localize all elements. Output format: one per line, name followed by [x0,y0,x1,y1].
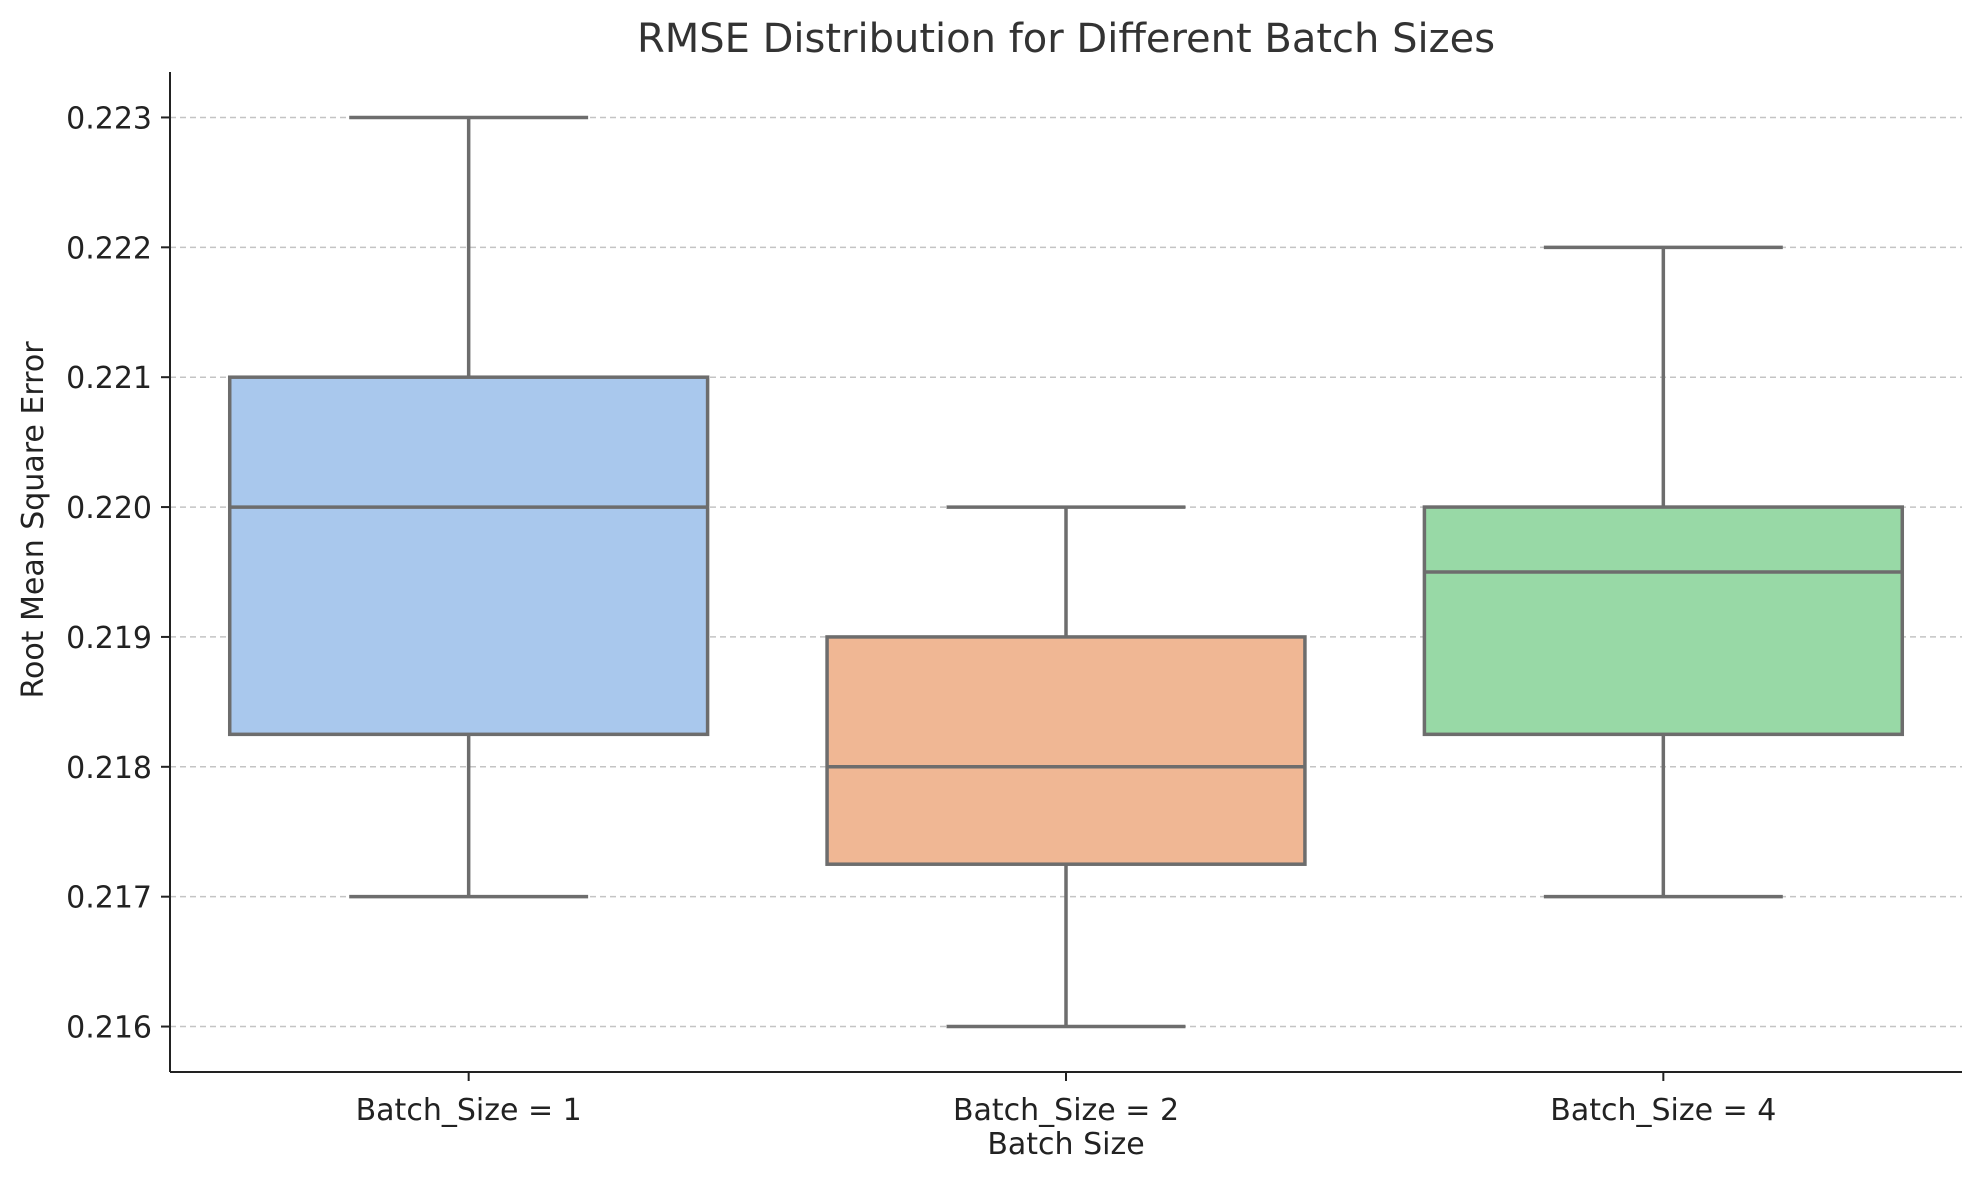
y-tick-label: 0.218 [66,751,152,786]
y-tick-label: 0.223 [66,101,152,136]
y-tick-label: 0.221 [66,361,152,396]
y-axis-label: Root Mean Square Error [16,341,51,699]
x-tick-label: Batch_Size = 4 [1550,1093,1776,1128]
box-iqr [1422,505,1905,737]
box-group [1422,245,1905,899]
y-tick-label: 0.219 [66,621,152,656]
box-group [825,505,1307,1029]
box-group [227,115,710,899]
y-tick-label: 0.222 [66,231,152,266]
x-ticks: Batch_Size = 1 Batch_Size = 2 Batch_Size =… [356,1072,1776,1128]
y-tick-label: 0.217 [66,881,152,916]
x-tick-label: Batch_Size = 1 [356,1093,582,1128]
box-iqr [825,635,1307,866]
x-tick-label: Batch_Size = 2 [953,1093,1179,1128]
y-tick-label: 0.216 [66,1011,152,1046]
y-ticks: 0.216 0.217 0.218 0.219 0.220 0.221 0.222 0.223 [66,101,170,1046]
y-tick-label: 0.220 [66,491,152,526]
box-series [227,115,1905,1029]
x-axis-label: Batch Size [987,1127,1144,1162]
chart-title: RMSE Distribution for Different Batch Si… [637,16,1495,62]
box-iqr [227,375,710,737]
